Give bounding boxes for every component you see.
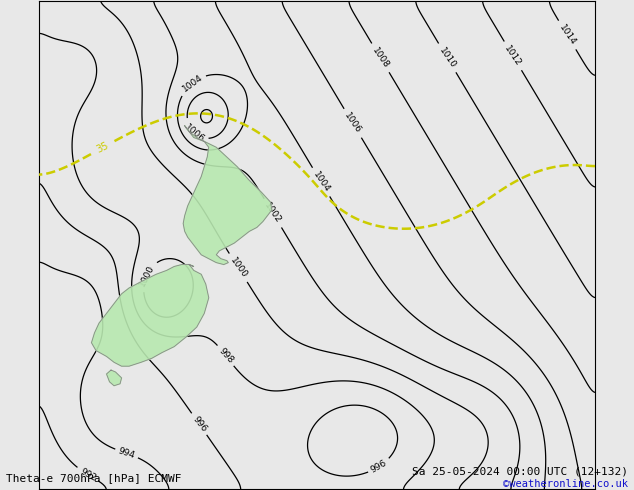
Text: 996: 996 — [370, 458, 389, 475]
Text: 1002: 1002 — [262, 201, 283, 225]
Text: 998: 998 — [217, 346, 235, 365]
Text: ©weatheronline.co.uk: ©weatheronline.co.uk — [503, 479, 628, 489]
Text: 1000: 1000 — [228, 256, 249, 280]
Text: Theta-e 700hPa [hPa] ECMWF: Theta-e 700hPa [hPa] ECMWF — [6, 473, 182, 483]
Text: 1000: 1000 — [138, 263, 156, 288]
Polygon shape — [107, 370, 122, 386]
Text: Sa 25-05-2024 00:00 UTC (12+132): Sa 25-05-2024 00:00 UTC (12+132) — [411, 466, 628, 476]
Text: 35: 35 — [94, 141, 110, 155]
Polygon shape — [91, 265, 209, 366]
Text: 996: 996 — [190, 415, 208, 434]
Text: 1006: 1006 — [342, 111, 363, 135]
Text: 1004: 1004 — [180, 73, 204, 94]
Text: 1010: 1010 — [437, 46, 458, 70]
Text: 992: 992 — [78, 466, 98, 483]
Text: 1004: 1004 — [311, 170, 332, 194]
Polygon shape — [183, 126, 272, 265]
Text: 994: 994 — [117, 446, 136, 460]
Text: 1008: 1008 — [370, 46, 391, 70]
Text: 1006: 1006 — [183, 122, 206, 144]
Text: 1014: 1014 — [557, 23, 578, 47]
Text: 1012: 1012 — [503, 44, 523, 68]
